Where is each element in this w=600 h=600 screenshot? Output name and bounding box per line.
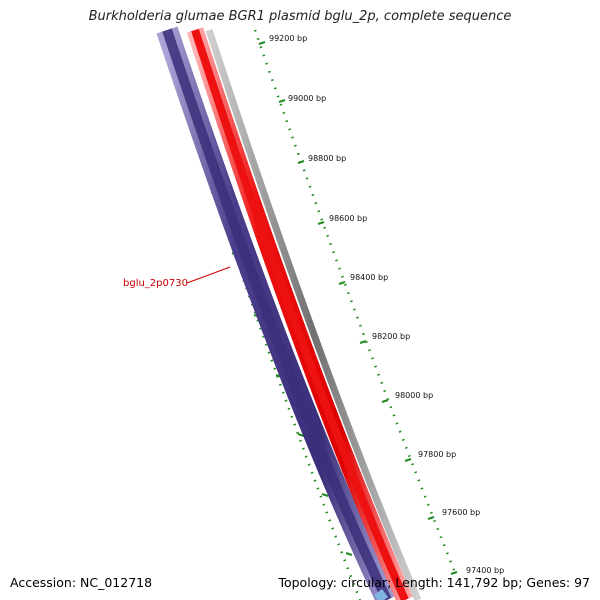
ruler-major-tick-98400: 98400 bp bbox=[338, 273, 388, 286]
ruler-label-98800: 98800 bp bbox=[308, 154, 346, 163]
ruler-major-tick-99000: 99000 bp bbox=[278, 94, 326, 104]
ruler-label-98200: 98200 bp bbox=[372, 332, 410, 341]
ruler-major-tick-98800: 98800 bp bbox=[297, 154, 346, 165]
sequence-stats-text: Topology: circular; Length: 141,792 bp; … bbox=[278, 575, 590, 590]
ruler-major-tick-98000: 98000 bp bbox=[381, 391, 433, 404]
ruler-major-tick-97600: 97600 bp bbox=[427, 508, 480, 521]
ruler-major-tick-99200: 99200 bp bbox=[258, 34, 307, 46]
ruler-label-98000: 98000 bp bbox=[395, 391, 433, 400]
ruler-label-99200: 99200 bp bbox=[269, 34, 307, 43]
ruler-label-98400: 98400 bp bbox=[350, 273, 388, 282]
ruler-label-97800: 97800 bp bbox=[418, 450, 456, 459]
gene-label-leader bbox=[186, 266, 231, 284]
ruler-major-tick-98200: 98200 bp bbox=[359, 332, 410, 345]
gene-label-bglu_2p0730: bglu_2p0730 bbox=[123, 278, 188, 289]
ruler-label-97600: 97600 bp bbox=[442, 508, 480, 517]
gene-label-group[interactable]: bglu_2p0730 bbox=[123, 266, 231, 289]
ruler-label-97400: 97400 bp bbox=[466, 566, 504, 575]
ruler-major-tick-97800: 97800 bp bbox=[404, 450, 456, 463]
map-title: Burkholderia glumae BGR1 plasmid bglu_2p… bbox=[88, 9, 512, 24]
ruler-major-tick-98600: 98600 bp bbox=[317, 214, 367, 226]
ruler-major-tick-97400: 97400 bp bbox=[450, 566, 504, 576]
ruler-label-98600: 98600 bp bbox=[329, 214, 367, 223]
accession-text: Accession: NC_012718 bbox=[10, 575, 153, 590]
backbone-circle bbox=[205, 28, 422, 600]
ruler-label-99000: 99000 bp bbox=[288, 94, 326, 103]
